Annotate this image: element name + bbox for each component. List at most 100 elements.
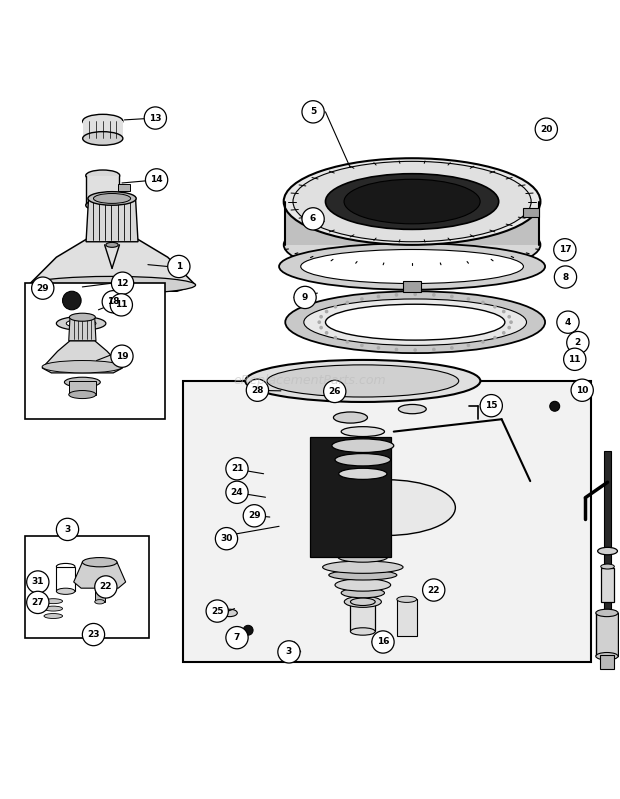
Text: 17: 17 [559, 245, 571, 254]
Ellipse shape [332, 439, 394, 452]
Circle shape [394, 348, 398, 352]
Circle shape [63, 292, 81, 310]
Circle shape [168, 256, 190, 277]
Polygon shape [42, 340, 123, 373]
Circle shape [319, 315, 323, 319]
Bar [604, 451, 611, 613]
Circle shape [554, 266, 577, 288]
Polygon shape [29, 239, 195, 292]
Ellipse shape [86, 170, 120, 181]
Ellipse shape [322, 561, 403, 574]
Circle shape [325, 310, 329, 313]
Bar [82, 121, 123, 138]
Bar [183, 381, 591, 662]
Text: 30: 30 [220, 535, 232, 543]
Circle shape [246, 379, 268, 401]
Text: 8: 8 [562, 272, 569, 281]
Ellipse shape [66, 320, 96, 328]
Circle shape [372, 631, 394, 653]
Bar [56, 566, 75, 591]
Circle shape [110, 294, 133, 316]
Ellipse shape [350, 598, 375, 606]
Ellipse shape [335, 578, 391, 591]
Circle shape [493, 305, 497, 308]
Text: 16: 16 [377, 638, 389, 646]
Ellipse shape [284, 158, 541, 244]
Ellipse shape [596, 653, 618, 660]
Ellipse shape [95, 599, 105, 604]
Circle shape [226, 481, 248, 503]
Ellipse shape [344, 596, 381, 607]
Circle shape [567, 332, 589, 354]
Text: 22: 22 [427, 586, 440, 594]
Bar [601, 568, 614, 602]
Ellipse shape [344, 179, 480, 224]
Text: 9: 9 [302, 293, 308, 302]
Text: 29: 29 [37, 284, 49, 292]
Ellipse shape [279, 244, 545, 290]
Circle shape [243, 505, 265, 527]
Circle shape [27, 570, 49, 593]
Text: 12: 12 [117, 279, 129, 288]
Bar [523, 208, 539, 217]
Ellipse shape [42, 360, 123, 373]
Circle shape [394, 293, 398, 296]
Circle shape [95, 576, 117, 598]
Ellipse shape [319, 479, 455, 535]
Ellipse shape [329, 570, 397, 580]
Circle shape [82, 623, 105, 646]
Ellipse shape [341, 427, 384, 436]
Text: 1: 1 [175, 262, 182, 271]
Circle shape [467, 344, 471, 348]
Text: 4: 4 [565, 318, 571, 327]
Ellipse shape [44, 606, 63, 611]
Circle shape [414, 348, 417, 352]
Circle shape [319, 326, 323, 329]
Circle shape [360, 297, 364, 301]
Ellipse shape [334, 412, 368, 423]
Ellipse shape [326, 173, 498, 229]
Bar [596, 613, 618, 656]
Bar [25, 535, 149, 638]
Text: 23: 23 [87, 630, 100, 639]
Ellipse shape [399, 404, 426, 414]
Ellipse shape [285, 292, 545, 353]
Circle shape [509, 320, 513, 324]
Ellipse shape [397, 596, 417, 602]
Circle shape [334, 336, 337, 340]
Ellipse shape [304, 299, 526, 345]
Text: 15: 15 [485, 401, 497, 410]
Ellipse shape [222, 609, 237, 617]
Ellipse shape [293, 161, 531, 242]
Bar [397, 599, 417, 637]
Circle shape [324, 380, 346, 403]
Ellipse shape [64, 377, 100, 388]
Circle shape [302, 101, 324, 123]
Polygon shape [74, 562, 126, 588]
Circle shape [144, 107, 167, 129]
Circle shape [111, 345, 133, 368]
Text: 10: 10 [576, 386, 588, 395]
Text: 19: 19 [115, 352, 128, 360]
Text: 18: 18 [107, 297, 120, 306]
Text: 24: 24 [231, 488, 243, 497]
Circle shape [423, 579, 445, 601]
Text: 31: 31 [32, 578, 44, 586]
Circle shape [206, 600, 228, 622]
Circle shape [550, 401, 560, 411]
Bar [403, 281, 422, 292]
Ellipse shape [86, 200, 120, 211]
Bar [86, 176, 120, 205]
Ellipse shape [69, 391, 96, 399]
Circle shape [502, 331, 505, 335]
Circle shape [334, 305, 337, 308]
Ellipse shape [44, 614, 63, 618]
Circle shape [557, 311, 579, 333]
Ellipse shape [246, 360, 480, 402]
Text: 5: 5 [310, 107, 316, 117]
Text: 22: 22 [100, 582, 112, 591]
Ellipse shape [284, 214, 541, 276]
Text: 13: 13 [149, 113, 162, 122]
Text: 29: 29 [248, 511, 260, 520]
Circle shape [502, 310, 505, 313]
